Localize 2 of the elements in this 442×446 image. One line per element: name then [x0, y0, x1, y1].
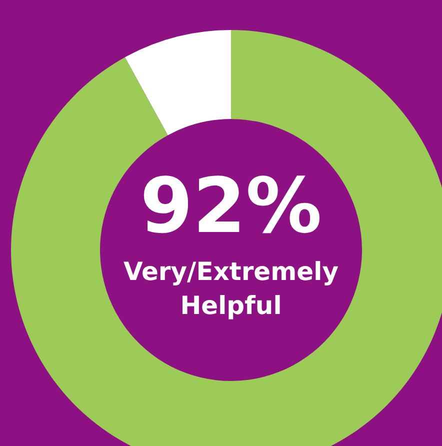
slice-label: Very/Extremely Helpful: [123, 257, 339, 320]
data-label: 92%: [140, 161, 322, 250]
